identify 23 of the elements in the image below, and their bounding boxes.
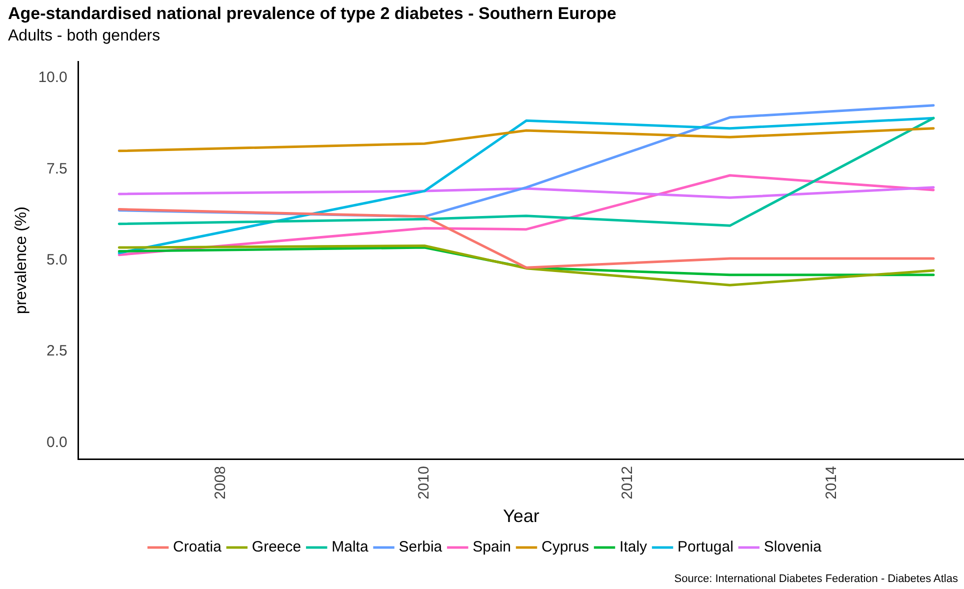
legend-label: Serbia: [398, 538, 443, 556]
legend-label: Italy: [620, 538, 648, 556]
source-note: Source: International Diabetes Federation - Diabetes Atlas: [674, 573, 958, 585]
chart-title: Age-standardised national prevalence of type 2 diabetes - Southern Europe: [8, 4, 616, 23]
x-tick-label: 2014: [822, 466, 840, 500]
x-tick-label: 2010: [416, 466, 433, 500]
y-tick-label: 10.0: [38, 69, 68, 86]
legend-label: Spain: [472, 538, 512, 556]
x-axis-title: Year: [503, 506, 540, 526]
x-tick-label: 2012: [619, 466, 636, 500]
legend-label: Slovenia: [764, 538, 822, 556]
y-axis-title: prevalence (%): [13, 206, 30, 314]
legend-label: Malta: [332, 538, 369, 556]
y-tick-label: 7.5: [46, 160, 68, 178]
legend-label: Greece: [252, 538, 302, 556]
legend-label: Croatia: [173, 538, 222, 556]
y-tick-label: 2.5: [46, 342, 68, 360]
chart-subtitle: Adults - both genders: [8, 27, 160, 44]
legend-label: Portugal: [678, 538, 734, 556]
legend-label: Cyprus: [542, 538, 590, 556]
x-tick-label: 2008: [212, 466, 230, 500]
y-tick-label: 0.0: [46, 434, 68, 451]
y-tick-label: 5.0: [46, 251, 68, 268]
